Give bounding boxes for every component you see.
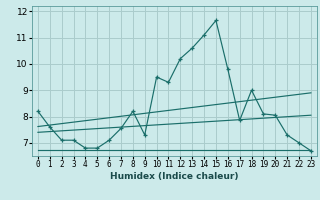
X-axis label: Humidex (Indice chaleur): Humidex (Indice chaleur)	[110, 172, 239, 181]
